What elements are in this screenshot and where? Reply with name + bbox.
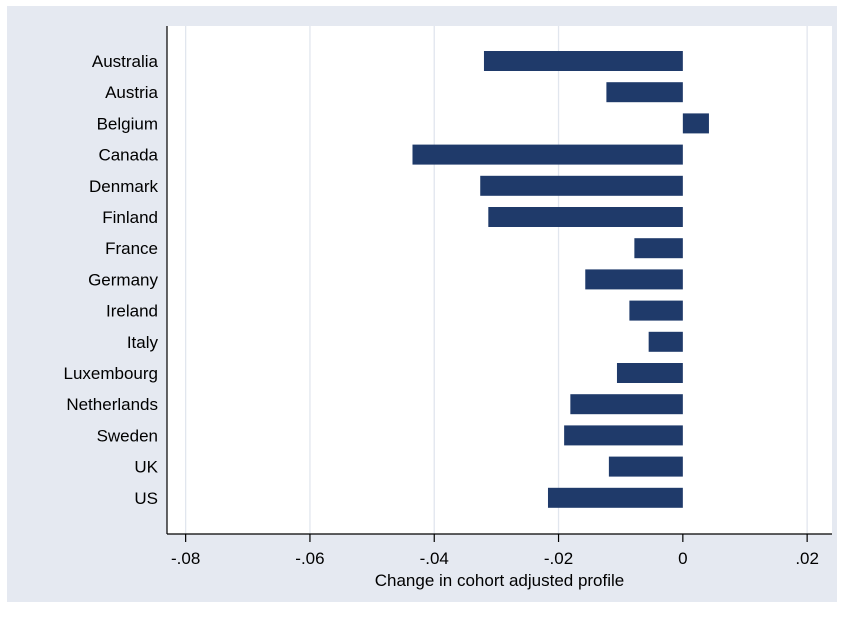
x-axis-ticks: -.08 -.06 -.04 -.02 0 .02	[171, 534, 819, 568]
x-tick-label: 0	[678, 549, 687, 568]
x-tick-label: -.04	[420, 549, 449, 568]
category-label: Sweden	[97, 426, 158, 445]
category-label: Australia	[92, 52, 159, 71]
category-label: Denmark	[89, 177, 158, 196]
category-label: Belgium	[97, 114, 158, 133]
category-label: Austria	[105, 83, 158, 102]
bar-belgium	[682, 113, 709, 134]
x-axis-title: Change in cohort adjusted profile	[375, 571, 625, 590]
category-label: France	[105, 239, 158, 258]
category-label: Netherlands	[66, 395, 158, 414]
category-label: Italy	[127, 333, 159, 352]
category-label: Ireland	[106, 302, 158, 321]
category-label: Canada	[98, 146, 158, 165]
x-tick-label: .02	[795, 549, 819, 568]
category-label: UK	[134, 458, 158, 477]
grid-lines	[184, 26, 808, 534]
y-axis-category-labels: Australia Austria Belgium Canada Denmark Finl…	[63, 52, 158, 508]
bar-austria	[606, 82, 683, 103]
category-label: US	[134, 489, 158, 508]
bars	[412, 51, 709, 508]
bar-italy	[648, 331, 683, 352]
bar-netherlands	[570, 394, 683, 415]
bar-finland	[488, 207, 683, 227]
bar-denmark	[480, 175, 683, 196]
category-label: Germany	[88, 270, 158, 289]
x-tick-label: -.08	[171, 549, 200, 568]
bar-ireland	[629, 300, 683, 321]
bar-sweden	[564, 425, 683, 446]
plot-area	[167, 26, 832, 534]
category-label: Finland	[102, 208, 158, 227]
bar-canada	[412, 144, 683, 165]
category-label: Luxembourg	[63, 364, 158, 383]
bar-luxembourg	[616, 363, 683, 383]
bar-germany	[585, 269, 683, 290]
bar-uk	[608, 456, 683, 477]
x-tick-label: -.02	[544, 549, 573, 568]
bar-australia	[483, 51, 683, 71]
bar-france	[634, 238, 683, 259]
bar-us	[547, 487, 683, 508]
x-tick-label: -.06	[295, 549, 324, 568]
